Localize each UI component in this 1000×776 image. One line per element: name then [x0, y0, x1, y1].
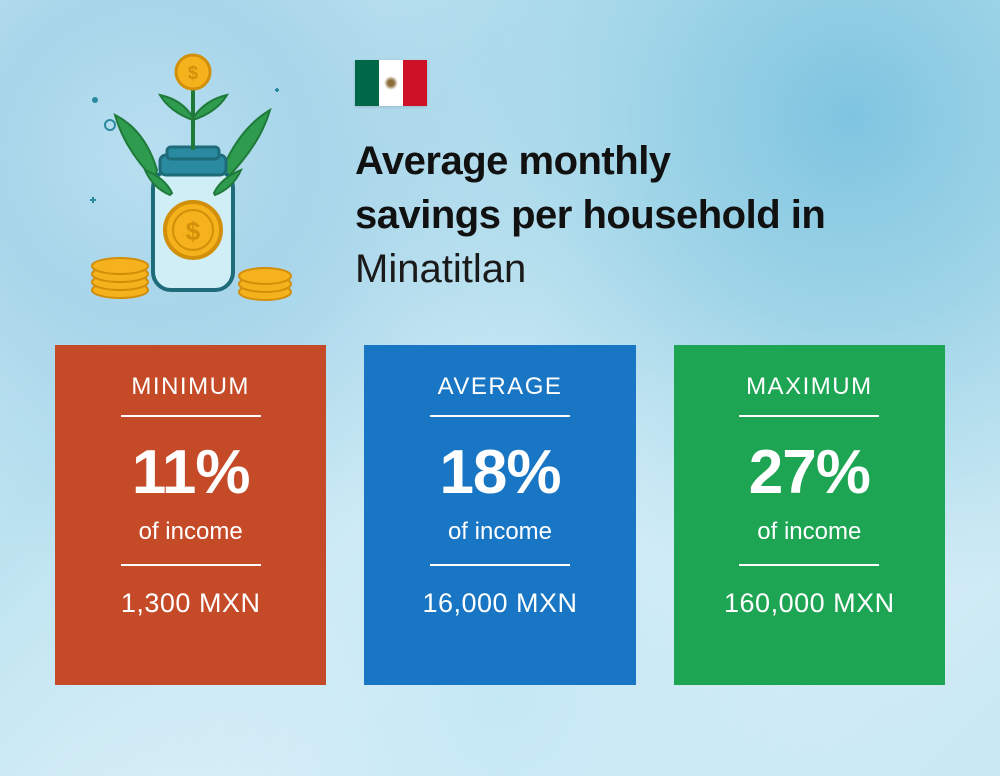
card-label: MAXIMUM [746, 373, 873, 401]
svg-text:$: $ [188, 63, 198, 83]
card-average: AVERAGE 18% of income 16,000 MXN [364, 345, 635, 685]
card-amount: 1,300 MXN [121, 588, 261, 619]
title-city: Minatitlan [355, 242, 940, 296]
divider [121, 415, 261, 417]
coin-stack-right [239, 268, 291, 300]
card-minimum: MINIMUM 11% of income 1,300 MXN [55, 345, 326, 685]
coin-stack-left [92, 258, 148, 298]
card-sub: of income [757, 518, 861, 546]
header-area: $ $ Average monthly savings per househol… [0, 0, 1000, 310]
divider [430, 564, 570, 566]
title-block: Average monthly savings per household in… [355, 50, 940, 296]
card-percent: 11% [132, 437, 250, 508]
card-sub: of income [139, 518, 243, 546]
divider [739, 564, 879, 566]
card-percent: 27% [749, 437, 870, 508]
title-line-1: Average monthly [355, 134, 940, 188]
card-sub: of income [448, 518, 552, 546]
card-amount: 16,000 MXN [422, 588, 577, 619]
divider [430, 415, 570, 417]
card-label: AVERAGE [438, 373, 563, 401]
card-amount: 160,000 MXN [724, 588, 895, 619]
mexico-flag-icon [355, 60, 427, 106]
divider [739, 415, 879, 417]
title-line-2: savings per household in [355, 188, 940, 242]
savings-jar-illustration: $ $ [75, 50, 305, 310]
divider [121, 564, 261, 566]
stat-cards-row: MINIMUM 11% of income 1,300 MXN AVERAGE … [0, 310, 1000, 685]
card-label: MINIMUM [131, 373, 249, 401]
card-percent: 18% [439, 437, 560, 508]
svg-text:$: $ [186, 216, 201, 246]
card-maximum: MAXIMUM 27% of income 160,000 MXN [674, 345, 945, 685]
